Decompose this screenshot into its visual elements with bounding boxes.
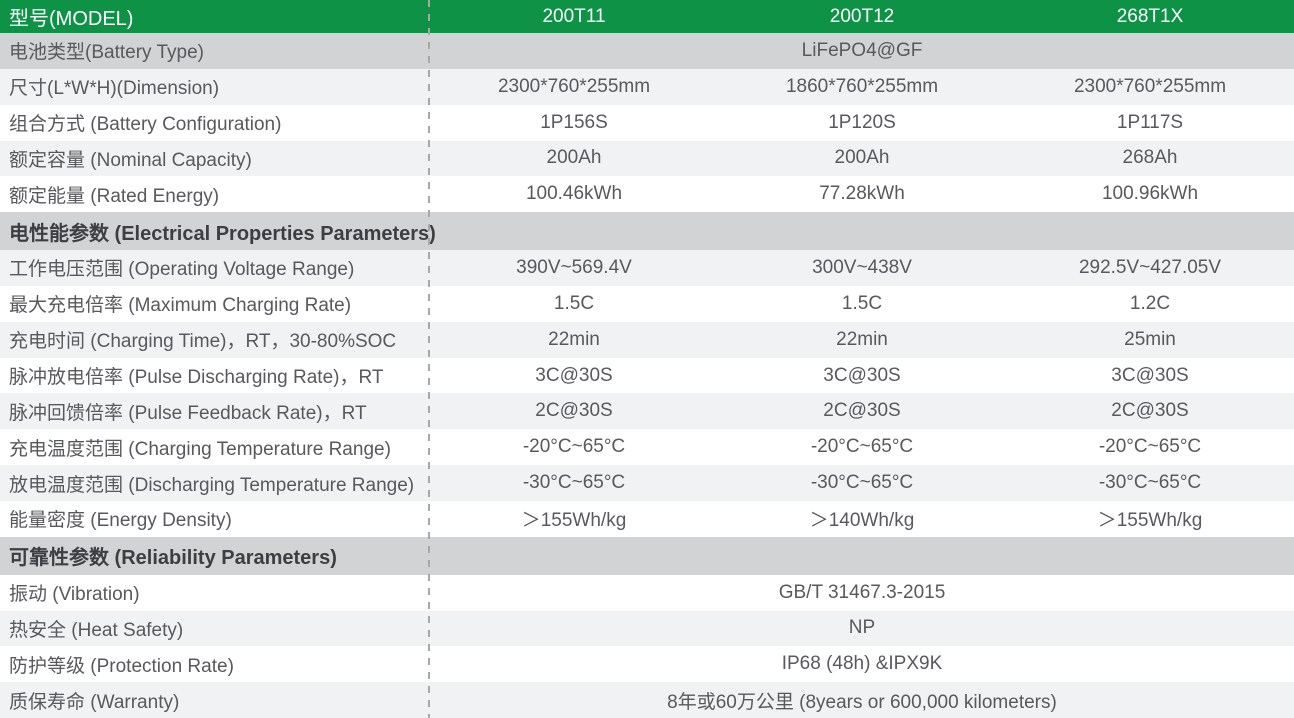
section-reliability-parameters: 可靠性参数 (Reliability Parameters) bbox=[0, 536, 1294, 575]
value-200T11: 100.46kWh bbox=[525, 183, 623, 205]
row-protection-rate: 防护等级 (Protection Rate) IP68 (48h) &IPX9K bbox=[0, 646, 1294, 683]
value-268T1X: 292.5V~427.05V bbox=[1078, 256, 1222, 278]
value-200T12: 3C@30S bbox=[823, 364, 901, 386]
row-label: 充电温度范围 (Charging Temperature Range) bbox=[9, 438, 391, 460]
value-all-models: NP bbox=[848, 617, 876, 639]
section-electrical-properties: 电性能参数 (Electrical Properties Parameters) bbox=[0, 212, 1294, 251]
value-268T1X: 25min bbox=[1124, 328, 1176, 350]
value-200T12: 200Ah bbox=[834, 147, 890, 169]
row-label: 额定能量 (Rated Energy) bbox=[9, 185, 220, 207]
value-268T1X: -20°C~65°C bbox=[1098, 436, 1202, 458]
value-268T1X: ＞155Wh/kg bbox=[1097, 510, 1203, 532]
row-warranty: 质保寿命 (Warranty) 8年或60万公里 (8years or 600,… bbox=[0, 682, 1294, 718]
row-label: 尺寸(L*W*H)(Dimension) bbox=[9, 78, 220, 100]
row-discharging-temperature-range: 放电温度范围 (Discharging Temperature Range) -… bbox=[0, 465, 1294, 501]
value-200T12: 77.28kWh bbox=[819, 183, 905, 205]
row-label: 充电时间 (Charging Time)，RT，30-80%SOC bbox=[9, 331, 397, 353]
value-200T11: 1.5C bbox=[553, 292, 595, 314]
value-268T1X: 268Ah bbox=[1122, 147, 1178, 169]
value-268T1X: 2300*760*255mm bbox=[1073, 75, 1227, 97]
value-200T11: 390V~569.4V bbox=[516, 256, 632, 278]
value-200T11: 2300*760*255mm bbox=[497, 75, 651, 97]
value-200T11: -30°C~65°C bbox=[522, 472, 626, 494]
row-pulse-feedback-rate: 脉冲回馈倍率 (Pulse Feedback Rate)，RT 2C@30S 2… bbox=[0, 393, 1294, 430]
row-label: 工作电压范围 (Operating Voltage Range) bbox=[9, 259, 355, 281]
header-model-200T11: 200T11 bbox=[542, 5, 606, 27]
row-dimension: 尺寸(L*W*H)(Dimension) 2300*760*255mm 1860… bbox=[0, 68, 1294, 105]
value-200T12: 1860*760*255mm bbox=[785, 75, 939, 97]
header-model-label: 型号(MODEL) bbox=[9, 8, 134, 30]
row-pulse-discharging-rate: 脉冲放电倍率 (Pulse Discharging Rate)，RT 3C@30… bbox=[0, 357, 1294, 394]
value-200T11: 2C@30S bbox=[535, 400, 613, 422]
value-200T12: 1.5C bbox=[841, 292, 883, 314]
row-label: 热安全 (Heat Safety) bbox=[9, 619, 184, 641]
value-200T12: 1P120S bbox=[828, 111, 896, 133]
value-200T12: 2C@30S bbox=[823, 400, 901, 422]
value-200T12: 22min bbox=[836, 328, 888, 350]
row-label: 最大充电倍率 (Maximum Charging Rate) bbox=[9, 295, 352, 317]
row-charging-temperature-range: 充电温度范围 (Charging Temperature Range) -20°… bbox=[0, 429, 1294, 466]
row-nominal-capacity: 额定容量 (Nominal Capacity) 200Ah 200Ah 268A… bbox=[0, 140, 1294, 177]
row-label: 电池类型(Battery Type) bbox=[9, 42, 204, 64]
value-268T1X: 3C@30S bbox=[1111, 364, 1189, 386]
section-title: 电性能参数 (Electrical Properties Parameters) bbox=[9, 222, 436, 245]
row-label: 额定容量 (Nominal Capacity) bbox=[9, 149, 252, 171]
value-200T12: ＞140Wh/kg bbox=[809, 510, 915, 532]
value-268T1X: 2C@30S bbox=[1111, 400, 1189, 422]
row-battery-type: 电池类型(Battery Type) LiFePO4@GF bbox=[0, 33, 1294, 69]
row-heat-safety: 热安全 (Heat Safety) NP bbox=[0, 610, 1294, 647]
row-operating-voltage-range: 工作电压范围 (Operating Voltage Range) 390V~56… bbox=[0, 250, 1294, 286]
row-energy-density: 能量密度 (Energy Density) ＞155Wh/kg ＞140Wh/k… bbox=[0, 500, 1294, 537]
table-header-row: 型号(MODEL) 200T11 200T12 268T1X bbox=[0, 0, 1294, 33]
row-label: 脉冲放电倍率 (Pulse Discharging Rate)，RT bbox=[9, 367, 384, 389]
header-model-200T12: 200T12 bbox=[829, 5, 895, 27]
value-all-models: 8年或60万公里 (8years or 600,000 kilometers) bbox=[667, 691, 1057, 713]
value-200T11: 200Ah bbox=[546, 147, 602, 169]
row-battery-configuration: 组合方式 (Battery Configuration) 1P156S 1P12… bbox=[0, 104, 1294, 141]
row-label: 组合方式 (Battery Configuration) bbox=[9, 114, 282, 136]
value-all-models: LiFePO4@GF bbox=[801, 39, 923, 61]
row-label: 防护等级 (Protection Rate) bbox=[9, 655, 234, 677]
header-model-268T1X: 268T1X bbox=[1116, 5, 1184, 27]
value-268T1X: -30°C~65°C bbox=[1098, 472, 1202, 494]
section-title: 可靠性参数 (Reliability Parameters) bbox=[9, 547, 337, 570]
value-268T1X: 1.2C bbox=[1129, 292, 1171, 314]
value-200T11: 3C@30S bbox=[535, 364, 613, 386]
value-200T12: -20°C~65°C bbox=[810, 436, 914, 458]
value-200T12: 300V~438V bbox=[812, 256, 912, 278]
row-label: 振动 (Vibration) bbox=[9, 584, 140, 606]
value-200T11: ＞155Wh/kg bbox=[521, 510, 627, 532]
value-268T1X: 1P117S bbox=[1116, 111, 1184, 133]
value-268T1X: 100.96kWh bbox=[1101, 183, 1199, 205]
row-label: 能量密度 (Energy Density) bbox=[9, 510, 232, 532]
value-200T11: -20°C~65°C bbox=[522, 436, 626, 458]
row-label: 质保寿命 (Warranty) bbox=[9, 691, 180, 713]
value-200T11: 1P156S bbox=[540, 111, 608, 133]
row-maximum-charging-rate: 最大充电倍率 (Maximum Charging Rate) 1.5C 1.5C… bbox=[0, 285, 1294, 322]
value-200T12: -30°C~65°C bbox=[810, 472, 914, 494]
row-label: 脉冲回馈倍率 (Pulse Feedback Rate)，RT bbox=[9, 402, 367, 424]
row-rated-energy: 额定能量 (Rated Energy) 100.46kWh 77.28kWh 1… bbox=[0, 176, 1294, 213]
row-vibration: 振动 (Vibration) GB/T 31467.3-2015 bbox=[0, 574, 1294, 611]
value-200T11: 22min bbox=[548, 328, 600, 350]
column-divider-dashed-line bbox=[428, 0, 430, 718]
value-all-models: GB/T 31467.3-2015 bbox=[778, 581, 946, 603]
row-label: 放电温度范围 (Discharging Temperature Range) bbox=[9, 474, 415, 496]
row-charging-time: 充电时间 (Charging Time)，RT，30-80%SOC 22min … bbox=[0, 321, 1294, 358]
value-all-models: IP68 (48h) &IPX9K bbox=[781, 653, 943, 675]
